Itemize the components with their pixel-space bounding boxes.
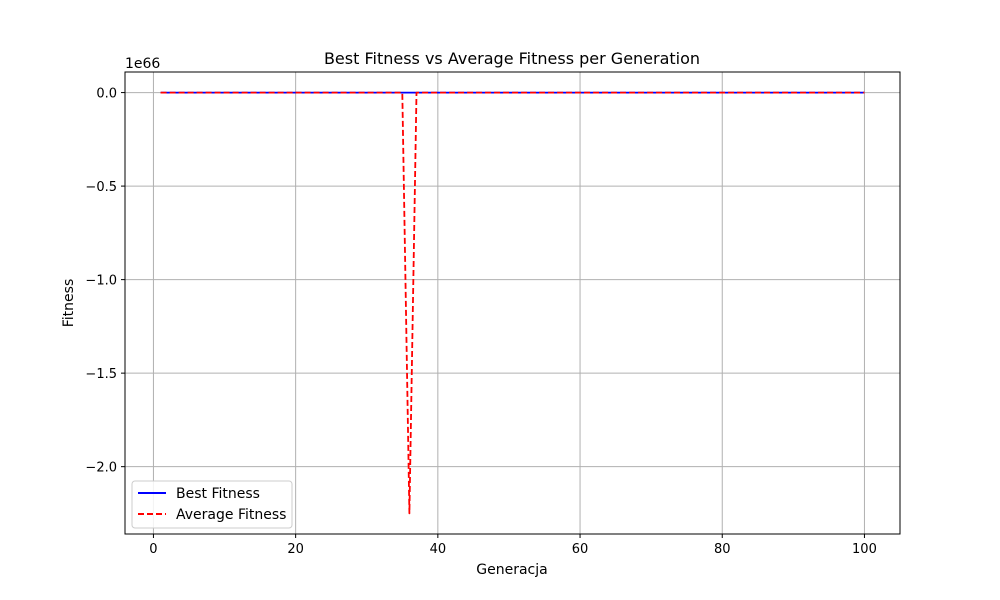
x-tick-label: 40 (430, 542, 447, 557)
y-axis-label: Fitness (61, 279, 77, 328)
x-tick-label: 60 (572, 542, 589, 557)
legend: Best Fitness Average Fitness (131, 480, 293, 529)
y-tick-label: −1.5 (85, 367, 117, 382)
x-tick-label: 0 (149, 542, 157, 557)
x-tick-label: 20 (287, 542, 304, 557)
series-line-average-fitness (160, 91, 865, 515)
plot-lines (160, 91, 865, 515)
y-tick-label: 0.0 (96, 87, 117, 102)
x-axis-label: Generacja (476, 562, 547, 578)
y-offset-label: 1e66 (125, 56, 160, 72)
plot-frame (124, 71, 901, 535)
y-tick-label: −1.0 (85, 274, 117, 289)
x-tick-label: 80 (714, 542, 731, 557)
legend-label-best-fitness: Best Fitness (176, 486, 260, 502)
legend-label-average-fitness: Average Fitness (176, 507, 286, 523)
x-tick-label: 100 (852, 542, 877, 557)
legend-box (131, 480, 293, 529)
y-tick-label: −0.5 (85, 180, 117, 195)
y-tick-label: −2.0 (85, 461, 117, 476)
axis-ticks: 0 20 40 60 80 100 0.0 −0.5 −1.0 −1.5 −2.0 (85, 87, 876, 557)
chart-title: Best Fitness vs Average Fitness per Gene… (324, 49, 700, 68)
